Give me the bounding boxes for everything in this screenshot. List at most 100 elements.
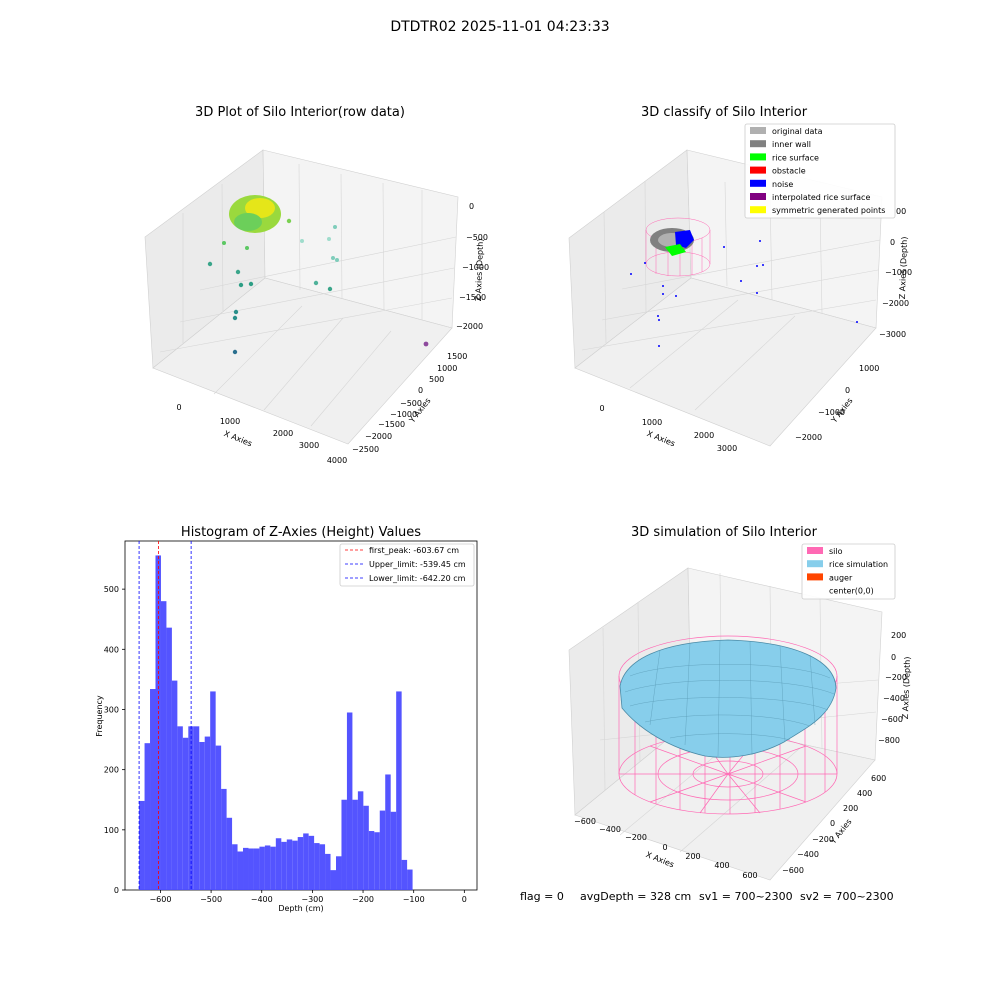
histogram-y-tick-label: 0 bbox=[114, 886, 119, 895]
histogram-x-tick-label: −100 bbox=[403, 895, 425, 904]
simulation-plot-title: 3D simulation of Silo Interior bbox=[631, 525, 818, 540]
svg-text:−2000: −2000 bbox=[456, 322, 483, 331]
svg-text:0: 0 bbox=[890, 238, 895, 247]
raw-point-cloud-side bbox=[234, 213, 262, 231]
svg-text:600: 600 bbox=[742, 871, 757, 880]
raw-scatter-points bbox=[207, 218, 429, 355]
svg-text:400: 400 bbox=[857, 789, 872, 798]
raw-x-label: X Axies bbox=[223, 429, 254, 448]
svg-text:3000: 3000 bbox=[299, 441, 319, 450]
histogram-bar bbox=[215, 745, 222, 890]
classify-legend-swatch bbox=[750, 140, 766, 148]
histogram-bar bbox=[182, 737, 189, 890]
svg-text:0: 0 bbox=[891, 653, 896, 662]
histogram-bar bbox=[314, 843, 320, 890]
classify-plot-title: 3D classify of Silo Interior bbox=[641, 105, 808, 120]
svg-text:0: 0 bbox=[418, 386, 423, 395]
svg-text:2000: 2000 bbox=[273, 429, 293, 438]
simulation-x-ticks: −600 −400 −200 0 200 400 600 bbox=[574, 817, 758, 880]
histogram-x-tick-label: 0 bbox=[462, 895, 467, 904]
histogram-bar bbox=[210, 691, 216, 890]
simulation-x-label: X Axies bbox=[645, 850, 676, 869]
simulation-rice-surface bbox=[619, 639, 837, 758]
svg-text:−1500: −1500 bbox=[459, 293, 486, 302]
histogram-bar bbox=[357, 791, 364, 890]
histogram-bar bbox=[325, 853, 331, 890]
histogram-bar bbox=[401, 859, 408, 890]
classify-z-tick-top: 00 bbox=[896, 207, 906, 216]
histogram-panel: −600 −500 −400 −300 −200 −100 0 0 100 200 300 400 5… bbox=[95, 540, 478, 913]
footer-flag: flag = 0 bbox=[520, 890, 564, 903]
histogram-bar bbox=[160, 601, 167, 890]
histogram-bar bbox=[297, 837, 304, 890]
simulation-legend-label: center(0,0) bbox=[829, 587, 874, 596]
classify-legend-label: inner wall bbox=[772, 140, 811, 149]
svg-text:−500: −500 bbox=[466, 233, 488, 242]
histogram-x-tick-label: −300 bbox=[301, 895, 323, 904]
histogram-bar bbox=[237, 851, 244, 890]
histogram-legend-label: first_peak: -603.67 cm bbox=[369, 546, 459, 555]
classify-x-ticks: 0 1000 2000 3000 bbox=[599, 404, 737, 453]
classify-legend-label: noise bbox=[772, 180, 793, 189]
simulation-z-ticks: 200 0 −200 −400 −600 −800 bbox=[878, 631, 907, 745]
classify-legend-label: original data bbox=[772, 127, 823, 136]
svg-text:1000: 1000 bbox=[859, 364, 879, 373]
footer-sv2: sv2 = 700~2300 bbox=[800, 890, 894, 903]
classify-legend-label: symmetric generated points bbox=[772, 206, 885, 215]
classify-legend-swatch bbox=[750, 153, 766, 161]
raw-y-ticks: 1500 1000 500 0 −500 −1000 −1500 −2000 −… bbox=[352, 352, 467, 454]
histogram-bar bbox=[390, 811, 397, 890]
figure-title: DTDTR02 2025-11-01 04:23:33 bbox=[390, 19, 609, 35]
histogram-bar bbox=[292, 840, 298, 890]
svg-text:0: 0 bbox=[662, 843, 667, 852]
svg-text:−1500: −1500 bbox=[378, 420, 405, 429]
histogram-bar bbox=[171, 680, 178, 890]
svg-text:−200: −200 bbox=[625, 833, 647, 842]
svg-text:−400: −400 bbox=[599, 825, 621, 834]
histogram-bar bbox=[275, 838, 282, 890]
classify-noise-cluster bbox=[675, 230, 694, 248]
histogram-x-label: Depth (cm) bbox=[278, 904, 323, 913]
svg-text:1000: 1000 bbox=[642, 418, 662, 427]
classify-z-ticks: 1000 0 −1000 −2000 −3000 bbox=[879, 238, 912, 339]
svg-text:−800: −800 bbox=[878, 736, 900, 745]
histogram-bar bbox=[243, 847, 249, 890]
histogram-bar bbox=[150, 689, 156, 890]
footer-status: flag = 0 avgDepth = 328 cm sv1 = 700~230… bbox=[520, 890, 894, 903]
classify-y-ticks: 1000 0 −1000 −2000 bbox=[795, 364, 879, 442]
histogram-bar bbox=[281, 841, 287, 890]
histogram-y-tick-label: 400 bbox=[104, 645, 119, 654]
simulation-3d-axes: −600 −400 −200 0 200 400 600 X Axies 600… bbox=[568, 543, 912, 881]
footer-avg-depth: avgDepth = 328 cm bbox=[580, 890, 691, 903]
histogram-title: Histogram of Z-Axies (Height) Values bbox=[181, 525, 421, 540]
classify-3d-axes: 0 1000 2000 3000 X Axies 1000 0 −1000 −2… bbox=[568, 123, 912, 453]
svg-text:−500: −500 bbox=[400, 399, 422, 408]
svg-text:−3000: −3000 bbox=[879, 330, 906, 339]
histogram-bar bbox=[286, 839, 293, 890]
classify-noise-points bbox=[630, 240, 858, 347]
raw-plot-title: 3D Plot of Silo Interior(row data) bbox=[195, 105, 405, 120]
histogram-bar bbox=[363, 805, 369, 890]
simulation-z-label: Z Axies (Depth) bbox=[901, 656, 912, 719]
simulation-legend-label: rice simulation bbox=[829, 560, 888, 569]
classify-z-label: Z Axies (Depth) bbox=[898, 236, 909, 299]
svg-text:−1000: −1000 bbox=[885, 268, 912, 277]
svg-text:−600: −600 bbox=[574, 817, 596, 826]
histogram-bar bbox=[199, 741, 205, 890]
svg-text:−1000: −1000 bbox=[818, 408, 845, 417]
simulation-legend-swatch bbox=[807, 586, 823, 594]
histogram-bar bbox=[226, 817, 233, 890]
histogram-bar bbox=[330, 870, 336, 890]
histogram-y-tick-label: 300 bbox=[104, 705, 119, 714]
histogram-bar bbox=[177, 726, 183, 890]
histogram-bar bbox=[396, 691, 402, 890]
histogram-bar bbox=[264, 845, 271, 890]
histogram-y-tick-label: 200 bbox=[104, 766, 119, 775]
histogram-bar bbox=[374, 832, 380, 890]
svg-text:3000: 3000 bbox=[717, 444, 737, 453]
classify-legend-swatch bbox=[750, 206, 766, 214]
histogram-bar bbox=[270, 846, 276, 890]
svg-text:0: 0 bbox=[845, 386, 850, 395]
svg-text:−400: −400 bbox=[883, 694, 905, 703]
svg-text:0: 0 bbox=[469, 202, 474, 211]
